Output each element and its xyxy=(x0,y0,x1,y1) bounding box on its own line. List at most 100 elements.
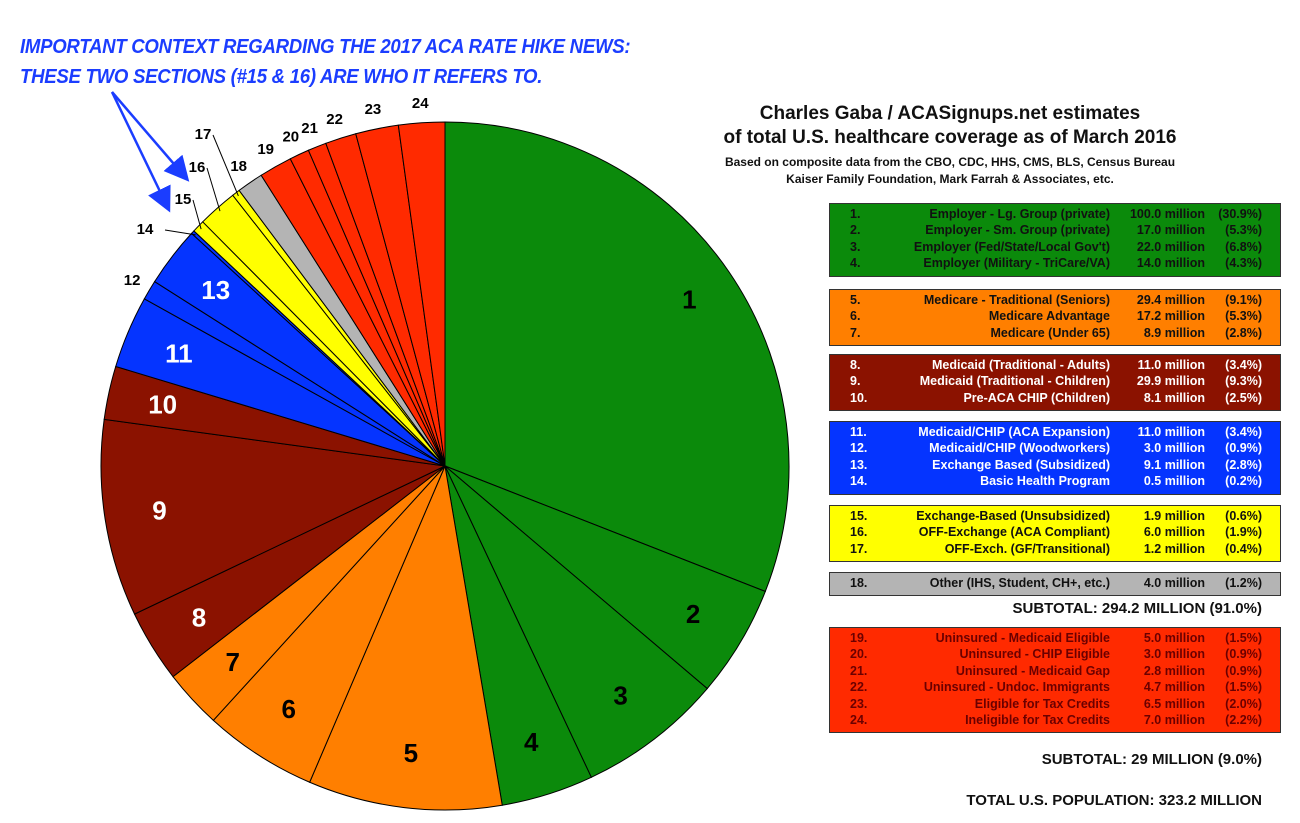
legend-value: 3.0 million xyxy=(1143,647,1205,662)
legend-row: 3. Employer (Fed/State/Local Gov't) 22.0 m… xyxy=(830,240,1280,256)
slice-label: 14 xyxy=(137,221,154,238)
annotation-arrow xyxy=(110,91,171,213)
legend-num: 12. xyxy=(850,441,868,456)
legend-pct: (3.4%) xyxy=(1225,425,1262,439)
legend-label: OFF-Exch. (GF/Transitional) xyxy=(944,541,1110,556)
slice-label: 22 xyxy=(326,111,343,128)
legend-group: 8. Medicaid (Traditional - Adults) 11.0 mi… xyxy=(829,354,1281,412)
legend-pct: (6.8%) xyxy=(1225,239,1262,254)
legend-num: 22. xyxy=(850,680,868,695)
slice-label: 3 xyxy=(613,680,627,710)
legend-group: 1. Employer - Lg. Group (private) 100.0 mi… xyxy=(829,203,1281,277)
legend-num: 18. xyxy=(850,576,868,590)
legend-label: Medicaid/CHIP (Woodworkers) xyxy=(929,441,1110,456)
legend-label: Medicaid/CHIP (ACA Expansion) xyxy=(918,425,1110,439)
leader-line xyxy=(206,167,221,212)
legend-num: 17. xyxy=(850,541,868,556)
legend-pct: (1.9%) xyxy=(1225,525,1262,540)
legend-pct: (9.1%) xyxy=(1225,293,1262,307)
legend-row: 16. OFF-Exchange (ACA Compliant) 6.0 milli… xyxy=(830,525,1280,541)
slice-label: 13 xyxy=(201,275,230,305)
legend-label: Basic Health Program xyxy=(980,474,1110,489)
slice-label: 20 xyxy=(282,128,299,145)
legend-row: 12. Medicaid/CHIP (Woodworkers) 3.0 millio… xyxy=(830,441,1280,457)
legend-row: 24. Ineligible for Tax Credits 7.0 million… xyxy=(830,713,1280,729)
legend-num: 14. xyxy=(850,474,868,489)
legend-value: 5.0 million xyxy=(1143,631,1205,645)
legend-label: Medicaid (Traditional - Adults) xyxy=(931,358,1110,372)
legend-value: 14.0 million xyxy=(1136,256,1205,271)
legend-num: 9. xyxy=(850,374,861,389)
legend-num: 6. xyxy=(850,309,861,324)
legend-value: 2.8 million xyxy=(1143,663,1205,678)
legend-num: 16. xyxy=(850,525,868,540)
legend-value: 4.7 million xyxy=(1143,680,1205,695)
legend-num: 4. xyxy=(850,256,861,271)
source-line-2: Kaiser Family Foundation, Mark Farrah & … xyxy=(786,172,1114,186)
legend-row: 6. Medicare Advantage 17.2 million (5.3%) xyxy=(830,309,1280,325)
legend-pct: (9.3%) xyxy=(1225,374,1262,389)
legend-value: 22.0 million xyxy=(1136,239,1205,254)
legend-pct: (0.9%) xyxy=(1225,663,1262,678)
uninsured-subtotal: SUBTOTAL: 29 MILLION (9.0%) xyxy=(1041,751,1262,768)
slice-label: 2 xyxy=(686,599,700,629)
slice-label: 1 xyxy=(682,284,696,314)
legend-num: 5. xyxy=(850,293,861,307)
legend-pct: (2.2%) xyxy=(1225,712,1262,727)
legend-num: 21. xyxy=(850,663,868,678)
legend-num: 23. xyxy=(850,696,868,711)
legend-label: Ineligible for Tax Credits xyxy=(965,712,1110,727)
legend-num: 20. xyxy=(850,647,868,662)
legend-value: 11.0 million xyxy=(1137,425,1205,439)
legend-row: 2. Employer - Sm. Group (private) 17.0 mil… xyxy=(830,223,1280,239)
legend-row: 11. Medicaid/CHIP (ACA Expansion) 11.0 mil… xyxy=(830,425,1280,441)
slice-label: 15 xyxy=(175,191,192,208)
slice-label: 10 xyxy=(148,389,177,419)
legend-group: 18. Other (IHS, Student, CH+, etc.) 4.0 mi… xyxy=(829,572,1281,597)
legend-label: Employer - Lg. Group (private) xyxy=(929,207,1110,221)
slice-label: 4 xyxy=(524,727,539,757)
legend-num: 7. xyxy=(850,325,861,340)
slice-label: 8 xyxy=(192,603,206,633)
source-line-1: Based on composite data from the CBO, CD… xyxy=(724,155,1176,169)
legend-pct: (0.2%) xyxy=(1225,474,1262,489)
legend-row: 15. Exchange-Based (Unsubsidized) 1.9 mill… xyxy=(830,509,1280,525)
legend-label: Uninsured - Medicaid Gap xyxy=(955,663,1110,678)
legend-row: 19. Uninsured - Medicaid Eligible 5.0 mill… xyxy=(830,631,1280,647)
legend-num: 19. xyxy=(850,631,868,645)
pie-slice-9 xyxy=(100,418,447,615)
pie-slice-3 xyxy=(444,465,708,778)
slice-label: 19 xyxy=(257,141,274,158)
chart-title-line-1: Charles Gaba / ACASignups.net estimates xyxy=(759,103,1141,124)
legend-row: 18. Other (IHS, Student, CH+, etc.) 4.0 mi… xyxy=(830,576,1280,592)
legend-label: Employer - Sm. Group (private) xyxy=(925,223,1110,238)
legend-num: 2. xyxy=(850,223,861,238)
legend-value: 3.0 million xyxy=(1143,441,1205,456)
slice-label: 18 xyxy=(230,158,247,175)
legend-pct: (2.8%) xyxy=(1225,325,1262,340)
slice-label: 11 xyxy=(165,338,193,368)
slice-label: 7 xyxy=(225,647,239,677)
legend-group: 19. Uninsured - Medicaid Eligible 5.0 mill… xyxy=(829,627,1281,734)
legend-pct: (0.9%) xyxy=(1225,647,1262,662)
slice-label: 21 xyxy=(301,120,318,137)
legend-label: Medicare Advantage xyxy=(988,309,1110,324)
legend-value: 6.0 million xyxy=(1143,525,1205,540)
legend-row: 22. Uninsured - Undoc. Immigrants 4.7 mill… xyxy=(830,680,1280,696)
legend-value: 1.2 million xyxy=(1143,541,1205,556)
legend-pct: (30.9%) xyxy=(1218,207,1262,221)
legend-value: 0.5 million xyxy=(1143,474,1205,489)
slice-label: 5 xyxy=(404,738,418,768)
legend-num: 1. xyxy=(850,207,861,221)
legend-row: 1. Employer - Lg. Group (private) 100.0 mi… xyxy=(830,207,1280,223)
legend-pct: (2.0%) xyxy=(1225,696,1262,711)
legend-value: 29.9 million xyxy=(1136,374,1205,389)
legend-pct: (1.5%) xyxy=(1225,680,1262,695)
legend-value: 11.0 million xyxy=(1137,358,1205,372)
legend-row: 9. Medicaid (Traditional - Children) 29.9 … xyxy=(830,374,1280,390)
legend-pct: (3.4%) xyxy=(1225,358,1262,372)
pie-slice-1 xyxy=(444,121,790,593)
legend-row: 23. Eligible for Tax Credits 6.5 million (2… xyxy=(830,697,1280,713)
legend-row: 20. Uninsured - CHIP Eligible 3.0 million (… xyxy=(830,647,1280,663)
